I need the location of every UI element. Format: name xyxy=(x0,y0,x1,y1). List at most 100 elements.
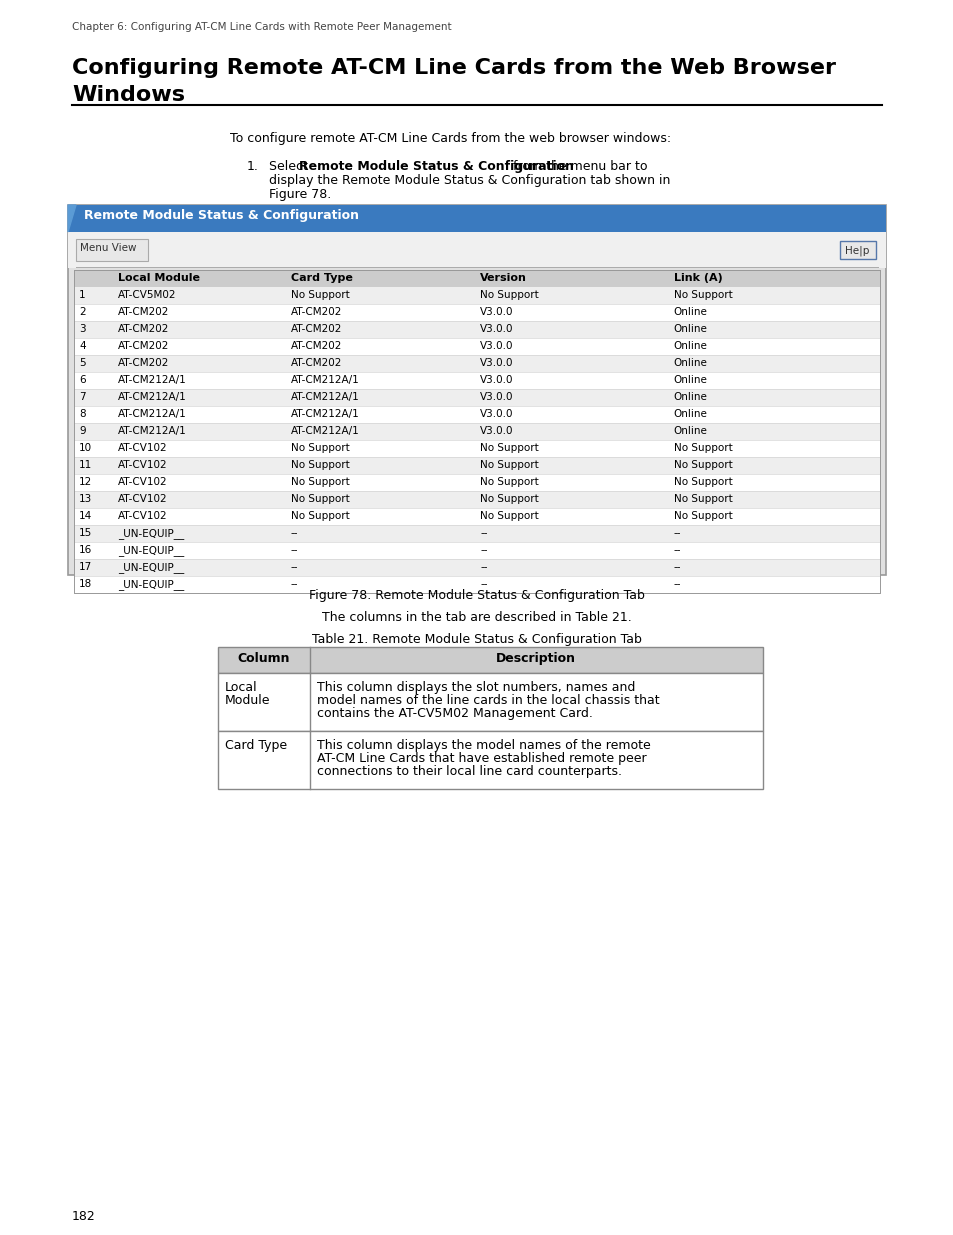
Text: AT-CM Line Cards that have established remote peer: AT-CM Line Cards that have established r… xyxy=(316,752,646,764)
Text: 182: 182 xyxy=(71,1210,95,1223)
Text: No Support: No Support xyxy=(673,477,732,487)
Text: No Support: No Support xyxy=(291,494,350,504)
Bar xyxy=(68,205,885,232)
Text: Online: Online xyxy=(673,426,707,436)
Text: V3.0.0: V3.0.0 xyxy=(480,426,514,436)
Text: No Support: No Support xyxy=(673,494,732,504)
Text: V3.0.0: V3.0.0 xyxy=(480,341,514,351)
Bar xyxy=(74,406,879,424)
Text: No Support: No Support xyxy=(673,459,732,471)
Text: _UN-EQUIP__: _UN-EQUIP__ xyxy=(117,545,184,556)
Text: 17: 17 xyxy=(79,562,92,572)
Text: Figure 78.: Figure 78. xyxy=(269,188,331,201)
Text: 14: 14 xyxy=(79,511,92,521)
Text: This column displays the slot numbers, names and: This column displays the slot numbers, n… xyxy=(316,680,635,694)
Text: No Support: No Support xyxy=(480,511,538,521)
Text: Online: Online xyxy=(673,391,707,403)
Text: AT-CM202: AT-CM202 xyxy=(117,324,169,333)
Text: 1: 1 xyxy=(79,290,86,300)
Text: Online: Online xyxy=(673,409,707,419)
Text: --: -- xyxy=(673,579,680,589)
Text: 18: 18 xyxy=(79,579,92,589)
Bar xyxy=(74,287,879,304)
Bar xyxy=(74,525,879,542)
Text: AT-CM212A/1: AT-CM212A/1 xyxy=(291,426,359,436)
Text: --: -- xyxy=(480,529,487,538)
Bar xyxy=(218,647,762,673)
Text: He|p: He|p xyxy=(844,245,868,256)
Bar xyxy=(68,205,885,576)
Text: AT-CV5M02: AT-CV5M02 xyxy=(117,290,176,300)
Bar xyxy=(74,492,879,508)
Text: 1.: 1. xyxy=(247,161,258,173)
Text: To configure remote AT-CM Line Cards from the web browser windows:: To configure remote AT-CM Line Cards fro… xyxy=(230,132,670,144)
Bar xyxy=(74,424,879,440)
Text: Local Module: Local Module xyxy=(117,273,199,283)
Bar xyxy=(76,240,148,261)
Text: No Support: No Support xyxy=(291,511,350,521)
Text: V3.0.0: V3.0.0 xyxy=(480,375,514,385)
Text: V3.0.0: V3.0.0 xyxy=(480,324,514,333)
Text: AT-CV102: AT-CV102 xyxy=(117,511,167,521)
Text: _UN-EQUIP__: _UN-EQUIP__ xyxy=(117,579,184,590)
Text: No Support: No Support xyxy=(480,459,538,471)
Text: Select: Select xyxy=(269,161,312,173)
Text: V3.0.0: V3.0.0 xyxy=(480,358,514,368)
Text: 16: 16 xyxy=(79,545,92,555)
Text: 12: 12 xyxy=(79,477,92,487)
Text: Online: Online xyxy=(673,324,707,333)
Text: Link (A): Link (A) xyxy=(673,273,721,283)
Bar xyxy=(74,457,879,474)
Polygon shape xyxy=(68,205,76,232)
Text: Column: Column xyxy=(237,652,290,664)
Text: Chapter 6: Configuring AT-CM Line Cards with Remote Peer Management: Chapter 6: Configuring AT-CM Line Cards … xyxy=(71,22,451,32)
Text: AT-CM212A/1: AT-CM212A/1 xyxy=(117,409,186,419)
Text: AT-CM202: AT-CM202 xyxy=(291,324,342,333)
Text: The columns in the tab are described in Table 21.: The columns in the tab are described in … xyxy=(322,611,631,624)
Text: AT-CV102: AT-CV102 xyxy=(117,459,167,471)
Text: AT-CM212A/1: AT-CM212A/1 xyxy=(291,391,359,403)
Text: No Support: No Support xyxy=(480,494,538,504)
Text: _UN-EQUIP__: _UN-EQUIP__ xyxy=(117,562,184,573)
Text: AT-CM212A/1: AT-CM212A/1 xyxy=(117,391,186,403)
Text: No Support: No Support xyxy=(291,443,350,453)
Text: AT-CM212A/1: AT-CM212A/1 xyxy=(117,426,186,436)
Bar xyxy=(218,731,762,789)
Text: Version: Version xyxy=(480,273,527,283)
Bar xyxy=(74,389,879,406)
Text: AT-CM202: AT-CM202 xyxy=(117,358,169,368)
Text: No Support: No Support xyxy=(480,443,538,453)
Text: contains the AT-CV5M02 Management Card.: contains the AT-CV5M02 Management Card. xyxy=(316,706,592,720)
Text: --: -- xyxy=(480,579,487,589)
Text: --: -- xyxy=(291,562,298,572)
Text: 4: 4 xyxy=(79,341,86,351)
Text: AT-CM202: AT-CM202 xyxy=(291,358,342,368)
Text: Online: Online xyxy=(673,341,707,351)
Text: V3.0.0: V3.0.0 xyxy=(480,409,514,419)
Text: 15: 15 xyxy=(79,529,92,538)
Text: 2: 2 xyxy=(79,308,86,317)
Text: V3.0.0: V3.0.0 xyxy=(480,308,514,317)
Text: No Support: No Support xyxy=(291,290,350,300)
Text: Remote Module Status & Configuration: Remote Module Status & Configuration xyxy=(298,161,574,173)
Text: AT-CM202: AT-CM202 xyxy=(117,308,169,317)
Text: Online: Online xyxy=(673,308,707,317)
Text: No Support: No Support xyxy=(673,511,732,521)
Text: V3.0.0: V3.0.0 xyxy=(480,391,514,403)
Text: 3: 3 xyxy=(79,324,86,333)
Text: Local: Local xyxy=(225,680,257,694)
Bar xyxy=(74,354,879,372)
Text: Menu View: Menu View xyxy=(80,243,136,253)
Text: 13: 13 xyxy=(79,494,92,504)
Bar xyxy=(74,559,879,576)
Bar xyxy=(74,508,879,525)
Text: model names of the line cards in the local chassis that: model names of the line cards in the loc… xyxy=(316,694,659,706)
Text: AT-CM202: AT-CM202 xyxy=(291,308,342,317)
Bar xyxy=(74,542,879,559)
Text: AT-CM212A/1: AT-CM212A/1 xyxy=(291,375,359,385)
Bar xyxy=(68,232,885,268)
Text: Figure 78. Remote Module Status & Configuration Tab: Figure 78. Remote Module Status & Config… xyxy=(309,589,644,601)
Text: connections to their local line card counterparts.: connections to their local line card cou… xyxy=(316,764,621,778)
Text: --: -- xyxy=(673,545,680,555)
Text: Description: Description xyxy=(496,652,576,664)
